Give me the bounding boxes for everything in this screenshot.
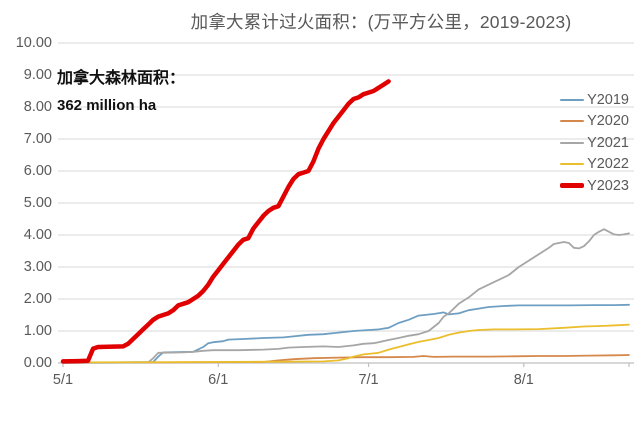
y-tick-label: 9.00	[23, 67, 52, 83]
legend: Y2019 Y2020 Y2021 Y2022 Y2023	[560, 89, 629, 197]
legend-item-y2023: Y2023	[560, 175, 629, 197]
series-line-y2023	[60, 79, 391, 364]
x-tick-label: 7/1	[358, 372, 379, 388]
x-tick-label: 8/1	[513, 372, 534, 388]
legend-swatch-y2020	[560, 120, 585, 123]
legend-swatch-y2022	[560, 163, 585, 166]
legend-label-y2022: Y2022	[587, 156, 629, 173]
legend-item-y2020: Y2020	[560, 111, 629, 133]
legend-item-y2021: Y2021	[560, 132, 629, 154]
legend-swatch-y2021	[560, 141, 585, 144]
legend-swatch-y2019	[560, 98, 585, 101]
y-tick-label: 10.00	[15, 35, 52, 51]
legend-swatch-y2023	[560, 183, 585, 189]
forest-area-annotation: 加拿大森林面积： 362 million ha	[57, 64, 185, 114]
legend-label-y2019: Y2019	[587, 91, 629, 108]
legend-label-y2020: Y2020	[587, 113, 629, 130]
series-line-y2021	[62, 228, 630, 364]
y-tick-label: 7.00	[23, 131, 52, 147]
legend-item-y2019: Y2019	[560, 89, 629, 111]
legend-label-y2023: Y2023	[587, 177, 629, 194]
series-line-y2022	[62, 323, 630, 364]
y-tick-label: 0.00	[23, 355, 52, 371]
y-tick-label: 8.00	[23, 99, 52, 115]
y-tick-label: 5.00	[23, 195, 52, 211]
chart-title: 加拿大累计过火面积：(万平方公里，2019-2023)	[190, 12, 572, 32]
x-tick-label: 6/1	[208, 372, 229, 388]
series-line-y2019	[62, 303, 630, 364]
y-tick-label: 6.00	[23, 163, 52, 179]
annotation-line2: 362 million ha	[57, 97, 157, 114]
legend-item-y2022: Y2022	[560, 154, 629, 176]
y-tick-label: 3.00	[23, 259, 52, 275]
y-tick-label: 4.00	[23, 227, 52, 243]
x-tick-label: 5/1	[52, 372, 74, 388]
legend-label-y2021: Y2021	[587, 134, 629, 151]
series-line-y2020	[62, 354, 630, 364]
annotation-line1: 加拿大森林面积：	[57, 70, 186, 87]
y-tick-label: 1.00	[23, 323, 52, 339]
y-tick-label: 2.00	[23, 291, 52, 307]
